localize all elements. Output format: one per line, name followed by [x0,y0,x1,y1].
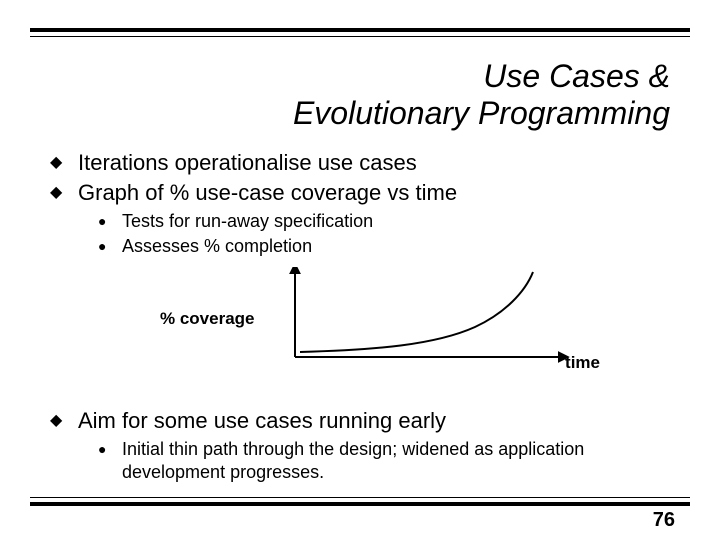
content-area: ◆ Iterations operationalise use cases ◆ … [50,150,670,383]
top-rule-thin [30,36,690,37]
bullet-1: ◆ Iterations operationalise use cases [50,150,670,176]
bullet-3a: ● Initial thin path through the design; … [98,438,670,483]
bullet-2: ◆ Graph of % use-case coverage vs time [50,180,670,206]
bullet-2-text: Graph of % use-case coverage vs time [78,180,457,206]
bullet-3: ◆ Aim for some use cases running early [50,408,670,434]
bullet-2b-text: Assesses % completion [122,235,312,258]
x-axis-label: time [565,353,600,373]
diamond-bullet-icon: ◆ [50,408,78,434]
section-3: ◆ Aim for some use cases running early ●… [50,408,670,485]
round-bullet-icon: ● [98,210,122,232]
bullet-2b: ● Assesses % completion [98,235,670,258]
round-bullet-icon: ● [98,235,122,257]
slide-title: Use Cases & Evolutionary Programming [293,58,670,132]
diamond-bullet-icon: ◆ [50,150,78,176]
title-line-1: Use Cases & [483,58,670,94]
coverage-curve [300,272,533,352]
diamond-bullet-icon: ◆ [50,180,78,206]
y-axis-label: % coverage [160,309,255,329]
bullet-2a: ● Tests for run-away specification [98,210,670,233]
graph-svg [275,267,575,367]
bottom-rule-thick [30,502,690,506]
bullet-3a-text: Initial thin path through the design; wi… [122,438,670,483]
bullet-3-text: Aim for some use cases running early [78,408,446,434]
title-line-2: Evolutionary Programming [293,95,670,131]
coverage-graph: % coverage time [160,267,580,377]
bullet-2a-text: Tests for run-away specification [122,210,373,233]
top-rule-thick [30,28,690,32]
bottom-rule-thin [30,497,690,498]
bullet-1-text: Iterations operationalise use cases [78,150,417,176]
page-number: 76 [653,509,675,532]
round-bullet-icon: ● [98,438,122,460]
